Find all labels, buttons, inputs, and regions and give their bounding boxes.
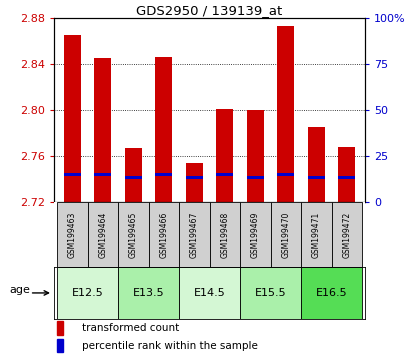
Bar bbox=[271, 202, 301, 267]
Bar bbox=[57, 202, 88, 267]
Bar bbox=[240, 267, 301, 319]
Bar bbox=[94, 173, 111, 176]
Text: GSM199471: GSM199471 bbox=[312, 211, 321, 258]
Bar bbox=[125, 176, 142, 179]
Bar bbox=[339, 176, 355, 179]
Bar bbox=[125, 148, 142, 202]
Text: GSM199468: GSM199468 bbox=[220, 211, 229, 258]
Text: GSM199464: GSM199464 bbox=[98, 211, 107, 258]
Bar bbox=[57, 339, 63, 352]
Bar bbox=[155, 173, 172, 176]
Bar bbox=[247, 176, 264, 179]
Bar bbox=[217, 109, 233, 202]
Bar bbox=[186, 162, 203, 202]
Text: GSM199472: GSM199472 bbox=[342, 211, 352, 258]
Bar bbox=[308, 127, 325, 202]
Text: percentile rank within the sample: percentile rank within the sample bbox=[82, 341, 258, 350]
Text: GSM199465: GSM199465 bbox=[129, 211, 138, 258]
Bar bbox=[149, 202, 179, 267]
Text: GSM199463: GSM199463 bbox=[68, 211, 77, 258]
Bar bbox=[247, 110, 264, 202]
Bar bbox=[179, 267, 240, 319]
Bar bbox=[186, 176, 203, 179]
Bar bbox=[118, 202, 149, 267]
Bar bbox=[118, 267, 179, 319]
Bar bbox=[332, 202, 362, 267]
Bar bbox=[339, 147, 355, 202]
Bar bbox=[57, 267, 118, 319]
Bar bbox=[155, 57, 172, 202]
Bar bbox=[240, 202, 271, 267]
Text: E15.5: E15.5 bbox=[255, 288, 286, 298]
Bar bbox=[64, 173, 81, 176]
Text: E12.5: E12.5 bbox=[72, 288, 103, 298]
Text: GSM199467: GSM199467 bbox=[190, 211, 199, 258]
Bar bbox=[308, 176, 325, 179]
Title: GDS2950 / 139139_at: GDS2950 / 139139_at bbox=[137, 4, 283, 17]
Text: GSM199466: GSM199466 bbox=[159, 211, 168, 258]
Bar bbox=[278, 26, 294, 202]
Bar bbox=[301, 267, 362, 319]
Text: age: age bbox=[10, 285, 31, 295]
Text: transformed count: transformed count bbox=[82, 323, 179, 333]
Bar bbox=[179, 202, 210, 267]
Text: E16.5: E16.5 bbox=[316, 288, 347, 298]
Bar bbox=[217, 173, 233, 176]
Text: E13.5: E13.5 bbox=[133, 288, 164, 298]
Bar bbox=[278, 173, 294, 176]
Text: GSM199469: GSM199469 bbox=[251, 211, 260, 258]
Bar bbox=[301, 202, 332, 267]
Bar bbox=[94, 58, 111, 202]
Bar bbox=[57, 321, 63, 335]
Text: E14.5: E14.5 bbox=[194, 288, 225, 298]
Bar bbox=[88, 202, 118, 267]
Bar bbox=[64, 35, 81, 202]
Bar bbox=[210, 202, 240, 267]
Text: GSM199470: GSM199470 bbox=[281, 211, 290, 258]
